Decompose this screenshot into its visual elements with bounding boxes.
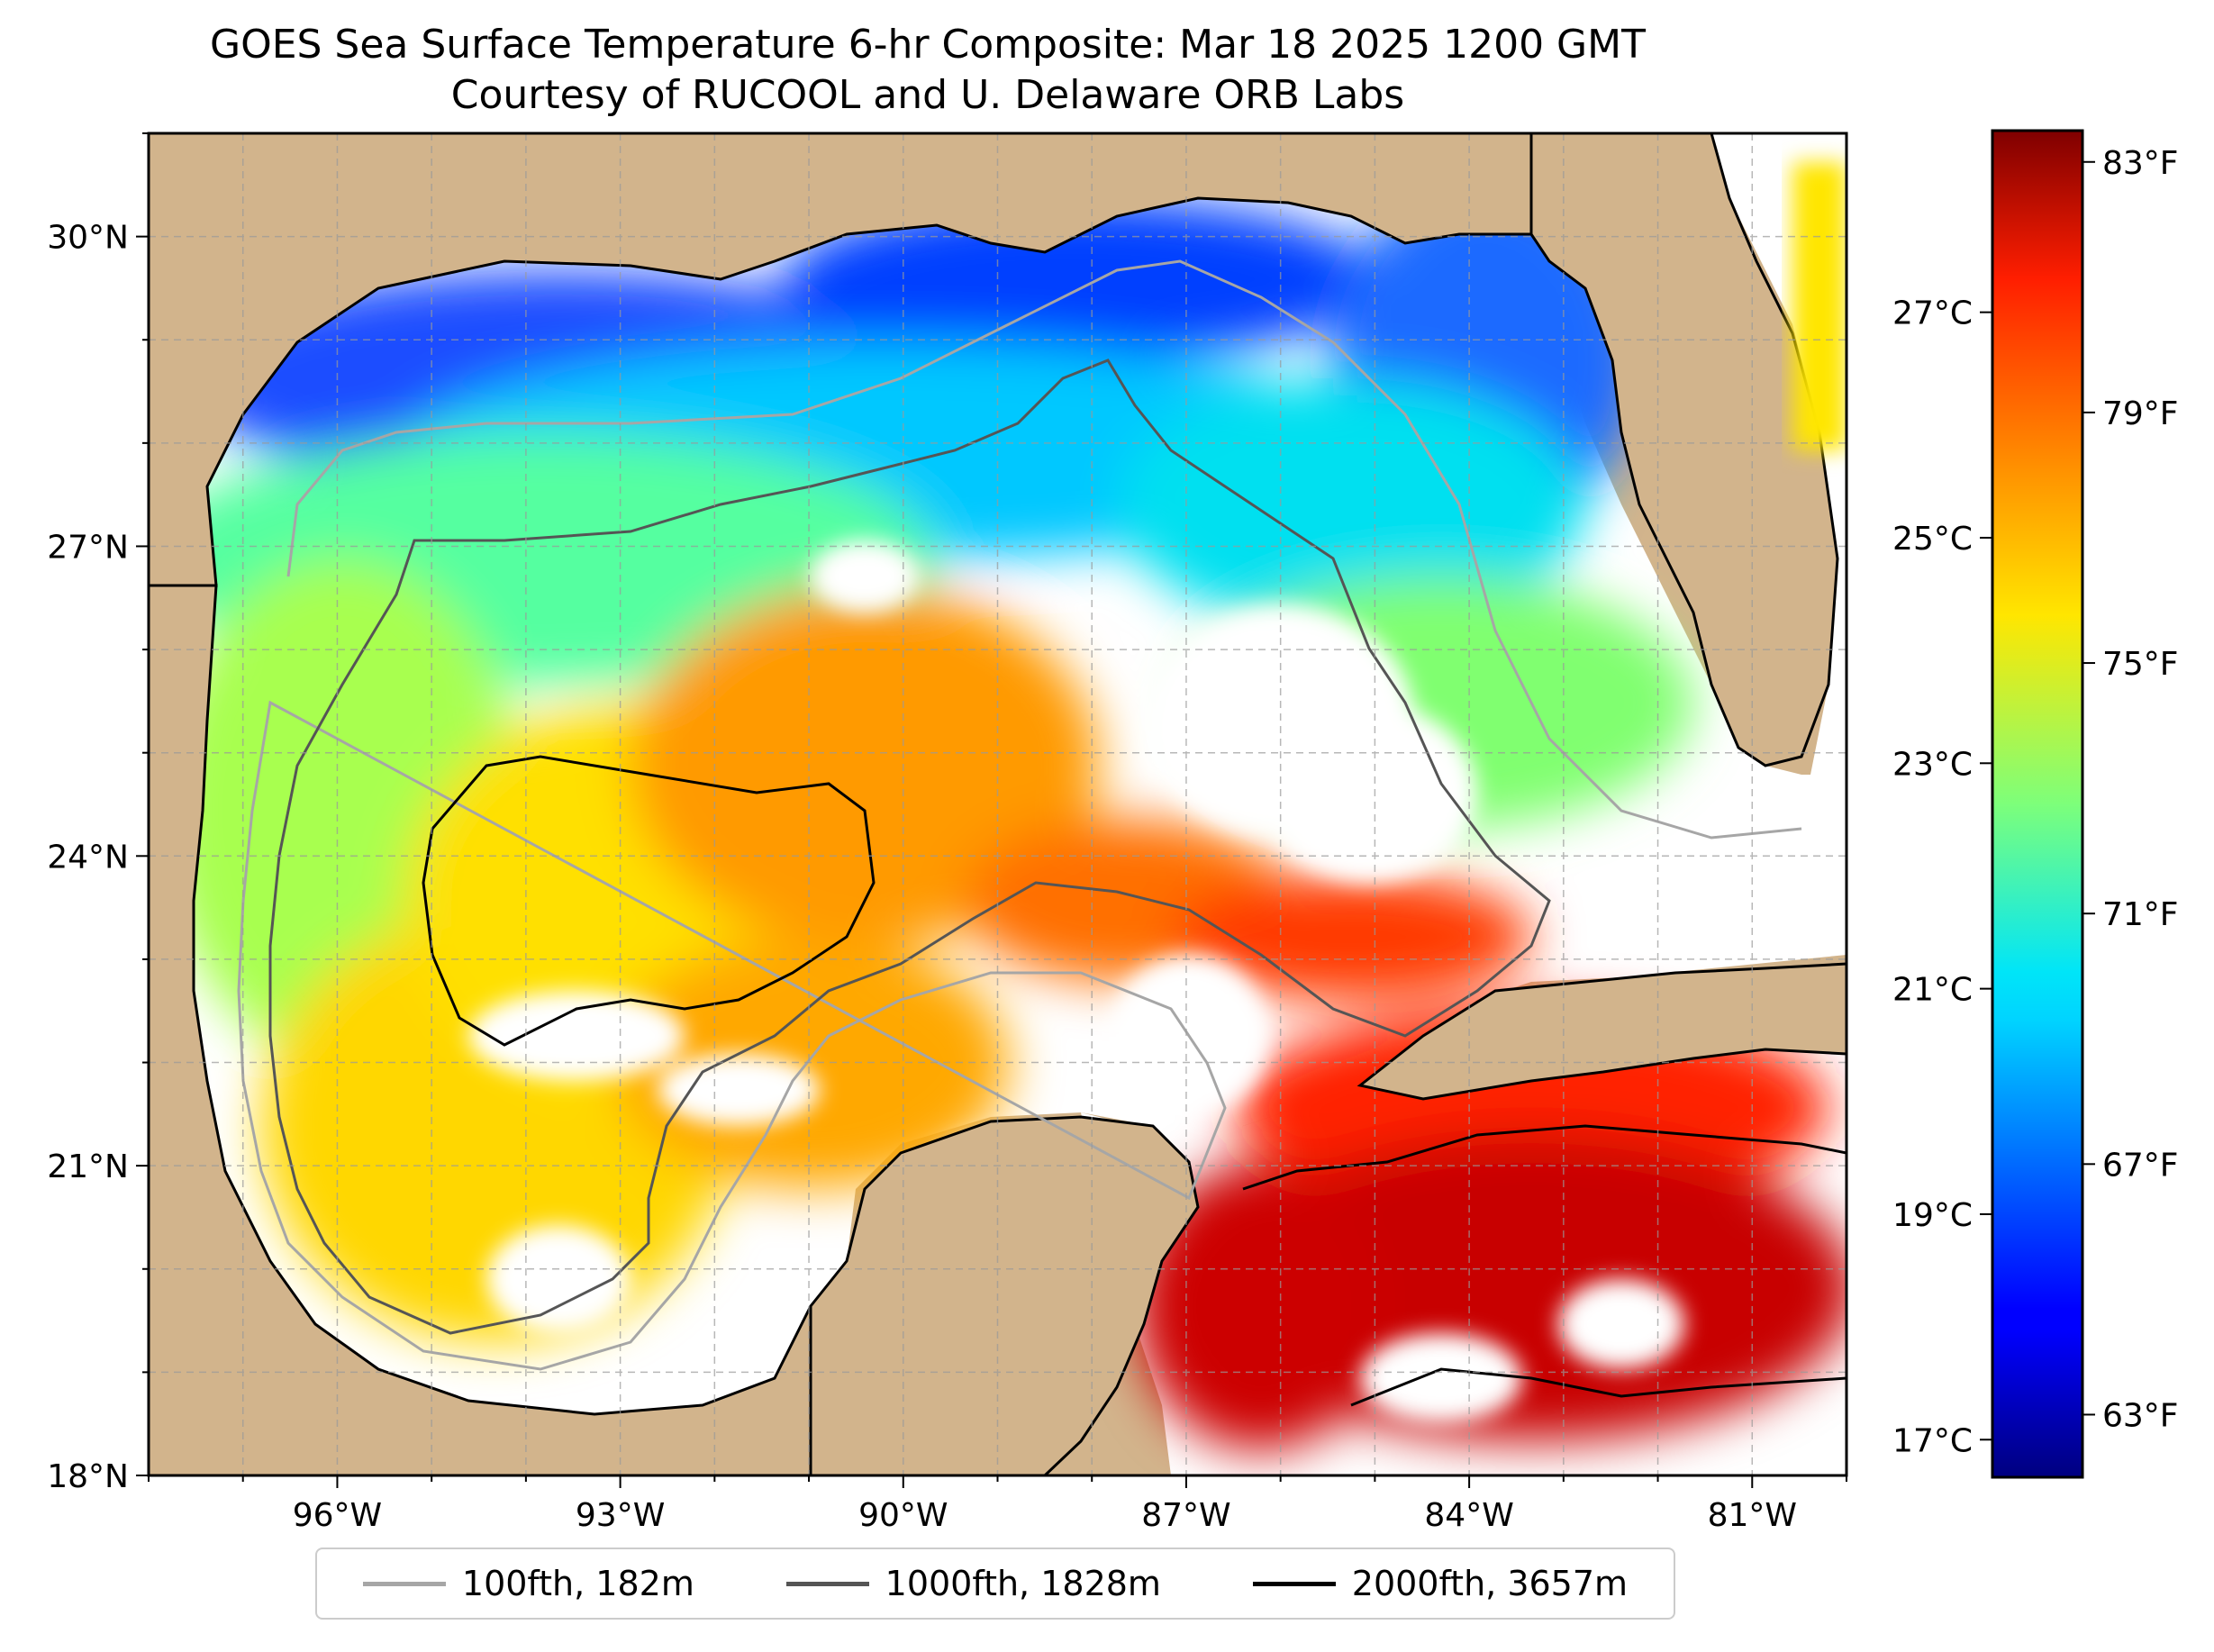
contour-100fth [237,259,1802,1371]
lon-tick-label: 96°W [293,1497,382,1534]
gridlines [149,133,1847,1475]
legend-swatch [785,1581,869,1586]
colorbar-c-tick-label: 19°C [1892,1197,1973,1234]
colorbar-f-tick-label: 63°F [2102,1397,2179,1434]
land-masses [149,133,1847,1475]
colorbar-c-tick-label: 17°C [1892,1422,1973,1459]
map-title: GOES Sea Surface Temperature 6-hr Compos… [0,20,1856,121]
colorbar-f-tick-label: 71°F [2102,896,2179,933]
colorbar-c-tick-label: 25°C [1892,521,1973,558]
lon-tick-label: 81°W [1708,1497,1797,1534]
colorbar: 83°F 79°F 75°F 71°F 67°F 63°F 27°C 25°C 23°C 21°… [1892,129,2179,1479]
colorbar-f-tick-label: 79°F [2102,395,2179,432]
colorbar-f-tick-label: 83°F [2102,145,2179,182]
colorbar-f-tick-label: 75°F [2102,646,2179,683]
bathymetry-contours [237,259,1847,1407]
colorbar-gradient [1991,129,2084,1479]
lon-tick-label: 84°W [1424,1497,1513,1534]
lon-tick-label: 93°W [576,1497,665,1534]
colorbar-fahrenheit-ticks: 83°F 79°F 75°F 71°F 67°F 63°F [2082,145,2179,1434]
legend-label: 2000fth, 3657m [1351,1564,1629,1603]
lon-tick-label: 87°W [1141,1497,1230,1534]
mexico [149,584,812,1475]
us-gulf-coast [149,133,1533,587]
colorbar-celsius-ticks: 27°C 25°C 23°C 21°C 19°C 17°C [1892,295,1992,1459]
cuba [1357,962,1847,1101]
lon-tick-label: 90°W [858,1497,948,1534]
legend: 100fth, 182m 1000fth, 1828m 2000fth, 365… [315,1548,1675,1620]
legend-item-2000fth: 2000fth, 3657m [1252,1564,1629,1603]
map-area [149,133,1847,1475]
latitude-ticks: 30°N 27°N 24°N 21°N 18°N [47,132,149,1495]
lat-tick-label: 24°N [47,839,129,876]
atlantic-sst [1792,162,1847,450]
colorbar-f-tick-label: 67°F [2102,1147,2179,1184]
colorbar-c-tick-label: 23°C [1892,746,1973,783]
title-line-2: Courtesy of RUCOOL and U. Delaware ORB L… [450,72,1405,118]
contour-2000fth [422,755,1847,1407]
title-line-1: GOES Sea Surface Temperature 6-hr Compos… [209,22,1646,68]
longitude-ticks: 96°W 93°W 90°W 87°W 84°W 81°W [148,1475,1847,1534]
legend-label: 100fth, 182m [461,1564,694,1603]
colorbar-c-tick-label: 21°C [1892,972,1973,1009]
lat-tick-label: 21°N [47,1148,129,1185]
lat-tick-label: 30°N [47,220,129,257]
legend-item-1000fth: 1000fth, 1828m [785,1564,1161,1603]
lat-tick-label: 27°N [47,529,129,566]
legend-label: 1000fth, 1828m [885,1564,1161,1603]
legend-item-100fth: 100fth, 182m [362,1564,694,1603]
colorbar-c-tick-label: 27°C [1892,295,1973,332]
sst-field [149,180,1847,1450]
florida [1529,133,1839,767]
legend-swatch [1252,1581,1336,1586]
legend-swatch [362,1581,446,1586]
contour-1000fth [268,359,1551,1335]
lat-tick-label: 18°N [47,1458,129,1495]
